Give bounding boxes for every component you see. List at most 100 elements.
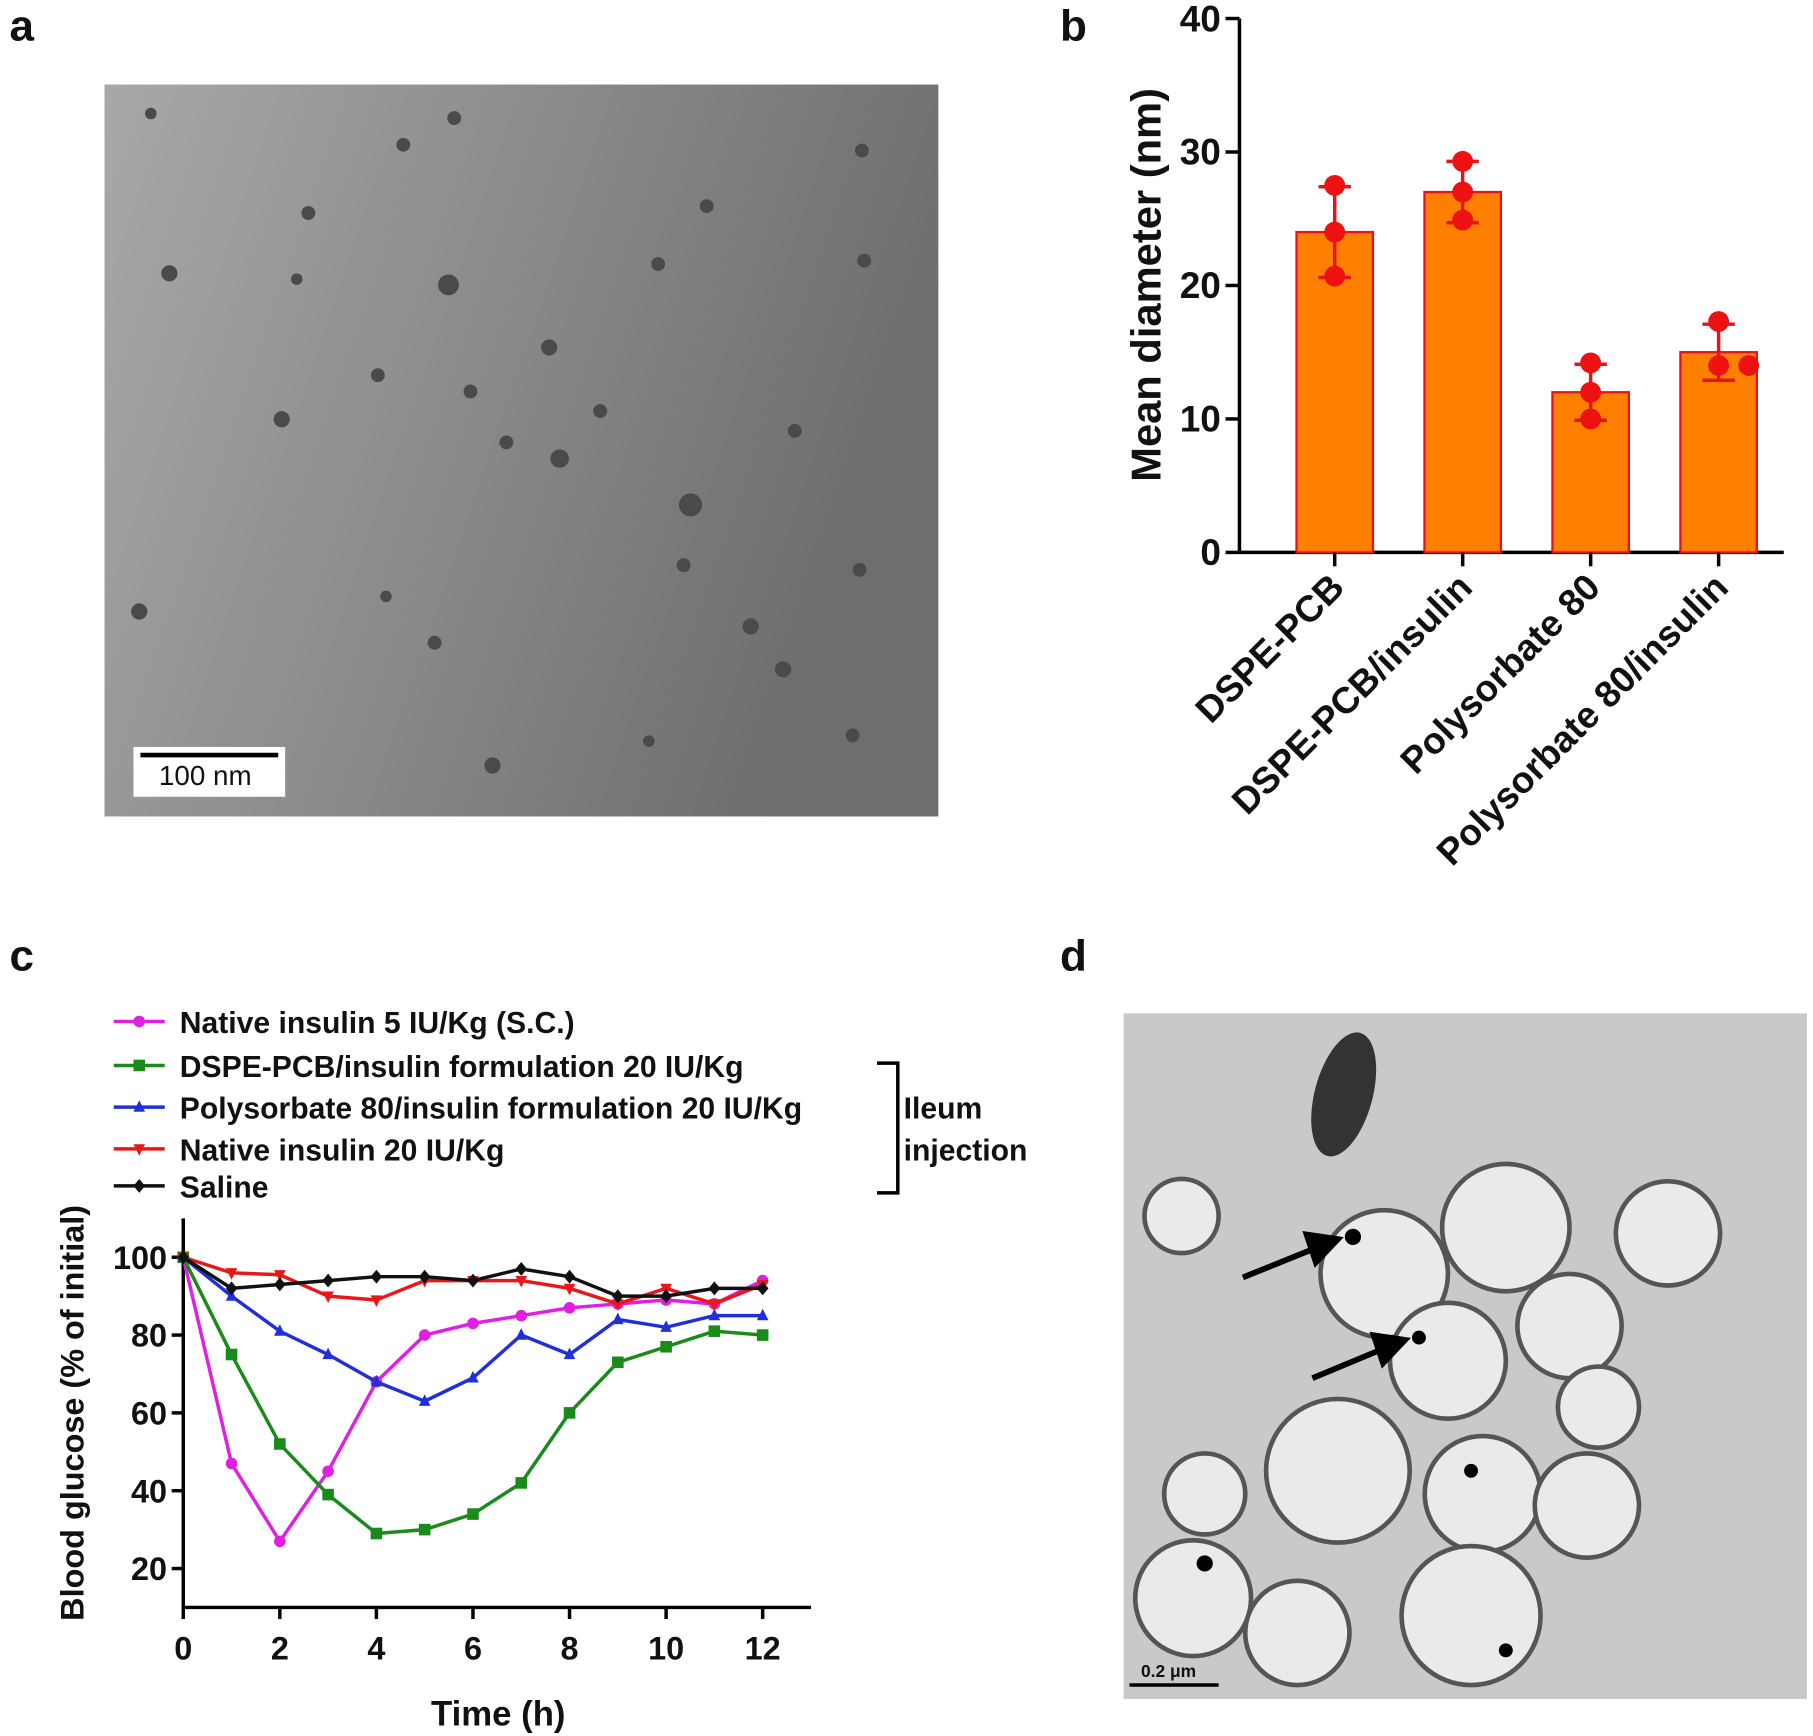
marker <box>515 1261 528 1276</box>
marker <box>133 1178 146 1193</box>
marker <box>515 1309 528 1322</box>
bracket <box>876 1061 900 1195</box>
x-axis-label: Time (h) <box>431 1696 565 1734</box>
x-tick-label: 2 <box>271 1631 289 1667</box>
particles <box>131 107 872 774</box>
series-line <box>181 1256 763 1536</box>
marker <box>274 1324 286 1336</box>
marker <box>133 1100 146 1112</box>
marker <box>612 1312 624 1325</box>
arrows <box>1241 1230 1412 1381</box>
marker <box>467 1317 479 1330</box>
marker <box>708 1281 721 1296</box>
nanoparticles <box>1196 1228 1513 1658</box>
data-point <box>1580 408 1602 430</box>
marker <box>225 1268 238 1280</box>
marker <box>418 1329 431 1341</box>
marker <box>515 1328 528 1340</box>
marker <box>274 1438 286 1450</box>
x-tick-label: 12 <box>745 1631 781 1667</box>
marker <box>708 1299 721 1311</box>
marker <box>370 1527 383 1540</box>
marker <box>756 1329 769 1341</box>
marker <box>133 1015 146 1028</box>
marker <box>563 1302 576 1314</box>
legend-label: DSPE-PCB/insulin formulation 20 IU/Kg <box>180 1051 744 1084</box>
x-tick-label: 4 <box>367 1631 385 1667</box>
y-tick-label: 60 <box>131 1395 167 1431</box>
marker <box>515 1477 528 1489</box>
y-tick-label: 40 <box>131 1473 167 1509</box>
marker <box>133 1059 146 1072</box>
marker <box>612 1289 624 1304</box>
marker <box>322 1488 334 1501</box>
marker <box>418 1523 431 1536</box>
x-tick-label: 10 <box>648 1631 684 1667</box>
data-point <box>1324 174 1346 196</box>
legend-label: Saline <box>180 1171 269 1204</box>
marker <box>370 1295 383 1307</box>
annotation: Ileum <box>904 1093 983 1126</box>
scale-bar-label: 100 nm <box>159 760 252 791</box>
marker <box>756 1308 769 1321</box>
data-point <box>1452 150 1474 172</box>
marker <box>708 1325 721 1337</box>
organelle <box>1311 1032 1377 1157</box>
marker <box>708 1308 721 1321</box>
bar <box>1423 190 1503 554</box>
marker <box>612 1299 624 1311</box>
marker <box>133 1144 146 1156</box>
vesicles <box>1132 1161 1723 1688</box>
data-point <box>1324 265 1346 287</box>
marker <box>225 1457 238 1470</box>
marker <box>515 1275 528 1288</box>
marker <box>756 1281 769 1296</box>
panel-label: d <box>1060 931 1087 980</box>
y-tick-label: 10 <box>1180 398 1221 440</box>
marker <box>467 1273 479 1288</box>
legend-label: Native insulin 5 IU/Kg (S.C.) <box>180 1007 575 1040</box>
x-tick-label: DSPE-PCB/insulin <box>1223 565 1480 822</box>
marker <box>225 1281 238 1296</box>
marker <box>322 1291 334 1304</box>
annotation: injection <box>904 1134 1028 1167</box>
data-point <box>1452 181 1474 203</box>
marker <box>274 1535 286 1548</box>
data-point <box>1580 352 1602 374</box>
marker <box>563 1347 576 1360</box>
y-tick-label: 80 <box>131 1318 167 1354</box>
marker <box>418 1269 431 1284</box>
panel-label: c <box>10 931 34 980</box>
marker <box>467 1508 479 1520</box>
data-point <box>1324 221 1346 243</box>
y-tick-label: 0 <box>1200 531 1221 573</box>
micrograph-a <box>104 84 939 817</box>
y-tick-label: 20 <box>131 1551 167 1587</box>
marker <box>274 1277 286 1292</box>
marker <box>660 1340 672 1353</box>
marker <box>274 1270 286 1282</box>
data-point <box>1452 209 1474 231</box>
marker <box>370 1269 383 1284</box>
marker <box>612 1356 624 1369</box>
y-tick-label: 40 <box>1180 0 1221 39</box>
y-tick-label: 100 <box>113 1240 167 1276</box>
y-tick-label: 30 <box>1180 131 1221 173</box>
panel-label: b <box>1060 2 1087 51</box>
marker <box>660 1320 672 1332</box>
marker <box>370 1374 383 1387</box>
scale-bar-label: 0.2 μm <box>1141 1661 1196 1681</box>
marker <box>177 1250 190 1265</box>
marker <box>322 1465 334 1478</box>
bar <box>1679 351 1758 554</box>
marker <box>563 1269 576 1284</box>
data-point <box>1708 311 1730 332</box>
x-tick-label: 6 <box>464 1631 482 1667</box>
marker <box>322 1273 334 1288</box>
data-point <box>1580 381 1602 403</box>
data-point <box>1708 355 1730 376</box>
marker <box>225 1348 238 1361</box>
panel-label: a <box>10 2 35 51</box>
